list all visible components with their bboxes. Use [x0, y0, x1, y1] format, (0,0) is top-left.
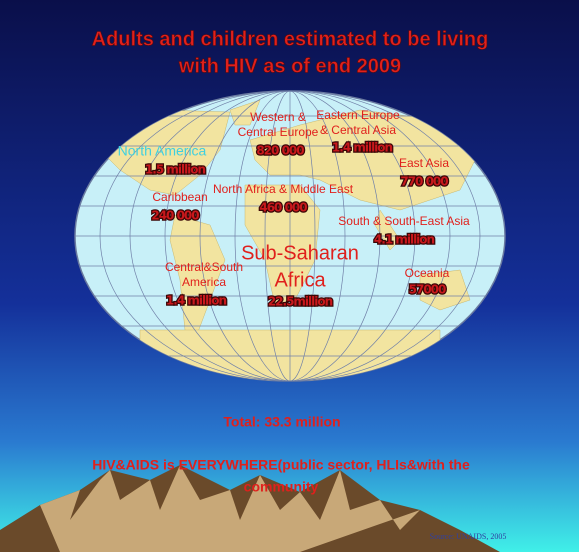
- region-value: 240 000: [151, 209, 199, 223]
- message: community: [244, 479, 319, 495]
- world-map: [74, 90, 506, 382]
- region-value: 1.5 million: [145, 163, 206, 177]
- region-labels: North America 1.5 million Caribbean 240 000…: [118, 108, 470, 310]
- region-value: 770 000: [400, 175, 448, 189]
- region-name: Oceania: [405, 266, 450, 280]
- region-name: Western &: [250, 110, 306, 124]
- region-value: 57000: [409, 283, 446, 297]
- mountains: [0, 465, 500, 552]
- region-name: East Asia: [399, 156, 449, 170]
- region-name: America: [182, 275, 226, 289]
- region-value: 22.5million: [268, 295, 333, 309]
- region-value: 460 000: [259, 201, 307, 215]
- region-name: North Africa & Middle East: [213, 182, 354, 196]
- source: Source: UNAIDS, 2005: [430, 532, 507, 541]
- region-name: Sub-Saharan: [241, 242, 359, 264]
- region-value: 4.1 million: [374, 233, 435, 247]
- message: HIV&AIDS is EVERYWHERE(public sector, HL…: [92, 457, 470, 473]
- region-name: Eastern Europe: [316, 108, 400, 122]
- title: with HIV as of end 2009: [178, 55, 401, 77]
- region-name: South & South-East Asia: [338, 214, 470, 228]
- region-name: & Central Asia: [320, 123, 396, 137]
- region-value: 1.4 million: [166, 294, 227, 308]
- region-value: 820 000: [256, 144, 304, 158]
- region-name: Caribbean: [152, 190, 207, 204]
- region-name: Africa: [274, 269, 326, 291]
- total: Total: 33.3 million: [223, 414, 340, 430]
- region-value: 1.4 million: [332, 141, 393, 155]
- region-name: Central Europe: [238, 125, 319, 139]
- title: Adults and children estimated to be livi…: [92, 28, 489, 50]
- region-name: Central&South: [165, 260, 243, 274]
- region-name: North America: [118, 143, 207, 159]
